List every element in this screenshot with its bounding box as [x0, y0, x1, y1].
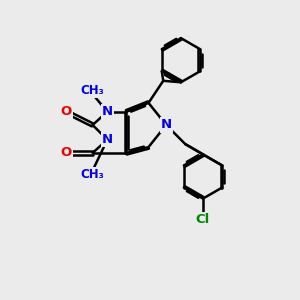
Text: O: O [61, 105, 72, 118]
Text: N: N [160, 118, 172, 131]
Text: CH₃: CH₃ [81, 168, 104, 181]
Text: Cl: Cl [196, 213, 210, 226]
Text: O: O [61, 146, 72, 159]
Text: N: N [102, 133, 113, 146]
Text: CH₃: CH₃ [81, 84, 104, 97]
Text: N: N [102, 105, 113, 118]
